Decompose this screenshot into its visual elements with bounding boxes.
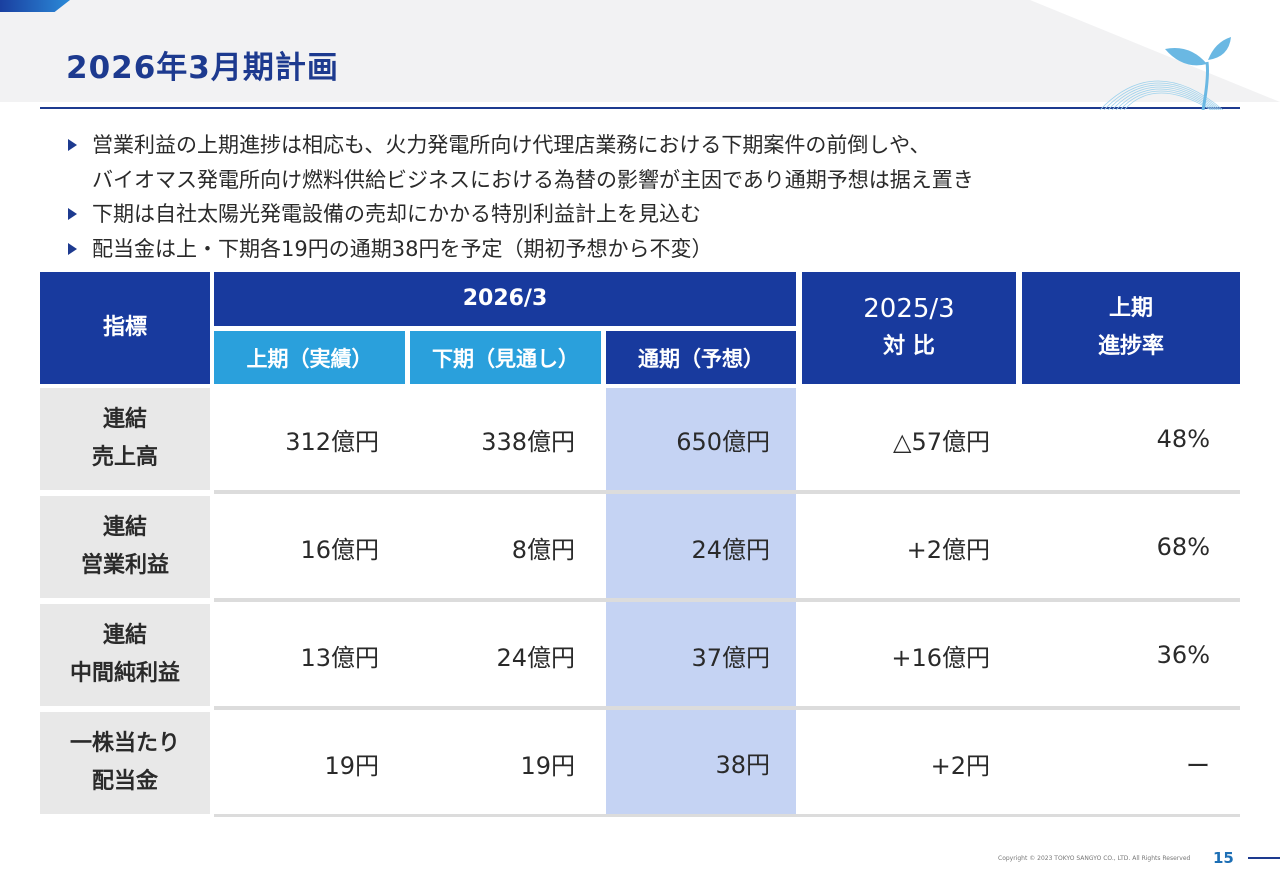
- header-yoy: 2025/3 対 比: [802, 272, 1016, 384]
- row-label-sales: 連結 売上高: [40, 388, 210, 490]
- table-cell: ー: [1022, 712, 1240, 814]
- table-cell: 38円: [606, 710, 796, 814]
- triangle-bullet-icon: [68, 242, 77, 255]
- title-divider: [40, 107, 1240, 109]
- table-cell: 650億円: [606, 388, 796, 490]
- header-full-year-forecast: 通期（予想）: [606, 331, 796, 384]
- row-label-net-income: 連結 中間純利益: [40, 604, 210, 706]
- sprout-logo-icon: [1099, 37, 1231, 110]
- header-h2-outlook: 下期（見通し）: [410, 331, 601, 384]
- row-label-dividend-per-share: 一株当たり 配当金: [40, 712, 210, 814]
- table-cell: 48%: [1022, 388, 1240, 490]
- table-cell: 19円: [410, 712, 601, 814]
- table-cell: 8億円: [410, 496, 601, 598]
- table-cell: △57億円: [802, 388, 1016, 490]
- table-cell: 36%: [1022, 604, 1240, 706]
- table-cell: 24億円: [410, 604, 601, 706]
- header-h1-actual: 上期（実績）: [214, 331, 405, 384]
- table-cell: +2円: [802, 712, 1016, 814]
- header-h1-progress: 上期 進捗率: [1022, 272, 1240, 384]
- table-cell: 312億円: [214, 388, 405, 490]
- table-cell: +16億円: [802, 604, 1016, 706]
- row-label-operating-profit: 連結 営業利益: [40, 496, 210, 598]
- table-cell: +2億円: [802, 496, 1016, 598]
- table-cell: 37億円: [606, 602, 796, 708]
- page-number: 15: [1213, 849, 1234, 867]
- table-cell: 338億円: [410, 388, 601, 490]
- bullet-item: 下期は自社太陽光発電設備の売却にかかる特別利益計上を見込む: [66, 197, 1216, 232]
- table-cell: 13億円: [214, 604, 405, 706]
- header-indicator: 指標: [40, 272, 210, 384]
- row-divider: [214, 598, 1240, 602]
- bullet-list: 営業利益の上期進捗は相応も、火力発電所向け代理店業務における下期案件の前倒しや、…: [66, 128, 1216, 266]
- header-fy2026: 2026/3: [214, 272, 796, 326]
- row-divider: [214, 814, 1240, 817]
- bullet-item: 配当金は上・下期各19円の通期38円を予定（期初予想から不変）: [66, 232, 1216, 267]
- page-number-line: [1248, 857, 1280, 859]
- triangle-bullet-icon: [68, 139, 77, 151]
- corner-accent: [0, 0, 70, 12]
- table-cell: 68%: [1022, 496, 1240, 598]
- bullet-item: 営業利益の上期進捗は相応も、火力発電所向け代理店業務における下期案件の前倒しや、…: [66, 128, 1216, 197]
- row-divider: [214, 490, 1240, 494]
- table-cell: 19円: [214, 712, 405, 814]
- page-title: 2026年3月期計画: [66, 50, 339, 86]
- table-cell: 16億円: [214, 496, 405, 598]
- row-divider: [214, 706, 1240, 710]
- triangle-bullet-icon: [68, 208, 77, 220]
- copyright-text: Copyright © 2023 TOKYO SANGYO CO., LTD. …: [998, 855, 1191, 862]
- table-cell: 24億円: [606, 494, 796, 600]
